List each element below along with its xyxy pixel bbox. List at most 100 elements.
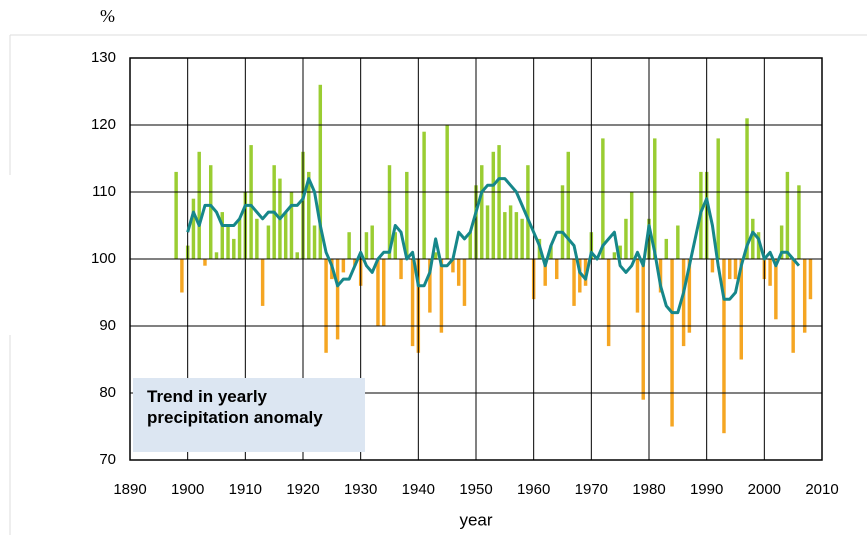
bar: [335, 259, 340, 340]
annotation: Trend in yearly precipitation anomaly: [133, 378, 365, 452]
plot-frame: [129, 57, 823, 461]
y-tick-label: 80: [99, 384, 116, 401]
y-tick-label: 90: [99, 317, 116, 334]
x-tick-label: 1960: [517, 481, 550, 498]
bar: [197, 151, 201, 259]
bar: [393, 232, 397, 259]
bar: [549, 245, 553, 259]
bar: [739, 259, 743, 360]
bar: [289, 192, 294, 259]
bar: [370, 225, 374, 259]
bar: [324, 259, 328, 353]
x-axis-label: year: [459, 510, 492, 529]
y-tick-label: 100: [91, 250, 116, 267]
bar: [399, 259, 403, 280]
bar: [364, 232, 369, 259]
bar: [670, 259, 674, 427]
bar: [422, 131, 426, 259]
bar: [526, 165, 530, 259]
x-tick-label: 2010: [805, 481, 838, 498]
bar: [485, 205, 490, 259]
bar: [728, 259, 732, 280]
bar: [376, 259, 380, 326]
y-tick-label: 110: [92, 183, 116, 200]
bar: [405, 171, 409, 259]
bar: [410, 259, 415, 347]
bar: [756, 232, 761, 259]
bar: [658, 259, 663, 293]
bar: [560, 185, 565, 259]
bar: [503, 212, 507, 259]
bar: [768, 259, 772, 286]
bar: [635, 259, 640, 313]
bar: [774, 259, 778, 320]
bar: [676, 225, 680, 259]
bar: [664, 238, 669, 259]
bar: [785, 171, 790, 259]
bar: [456, 259, 461, 286]
bar: [641, 259, 645, 400]
bar: [802, 259, 807, 333]
bar: [439, 259, 444, 333]
y-tick-label: 70: [99, 451, 116, 468]
bar: [226, 225, 230, 259]
bar: [681, 259, 686, 347]
bar: [468, 232, 472, 259]
bar: [751, 218, 755, 259]
x-tick-label: 1980: [632, 481, 665, 498]
x-tick-label: 1990: [690, 481, 723, 498]
bar: [629, 192, 634, 259]
bar: [232, 238, 236, 259]
bar: [555, 259, 559, 280]
x-tick-label: 1930: [344, 481, 377, 498]
bar: [480, 165, 484, 259]
bar: [606, 259, 611, 347]
bar: [566, 151, 570, 259]
bar: [808, 259, 813, 300]
bar: [572, 259, 576, 306]
x-tick-label: 1970: [575, 481, 608, 498]
bar: [387, 165, 392, 259]
y-tick-label: 130: [91, 49, 116, 66]
bar: [779, 225, 784, 259]
bar: [433, 252, 438, 259]
bar: [209, 165, 213, 259]
bar: [722, 259, 726, 434]
bar: [797, 185, 801, 259]
x-tick-label: 1920: [286, 481, 319, 498]
bar: [653, 138, 657, 259]
bar: [462, 259, 467, 306]
bar: [508, 205, 513, 259]
x-tick-label: 1890: [113, 481, 146, 498]
bar: [612, 252, 617, 259]
x-tick-label: 1940: [402, 481, 435, 498]
bar: [687, 259, 692, 333]
x-tick-label: 1900: [171, 481, 204, 498]
bar: [214, 252, 219, 259]
bar: [260, 259, 265, 306]
bar: [249, 145, 253, 259]
x-tick-label: 1910: [229, 481, 262, 498]
x-tick-label: 2000: [748, 481, 781, 498]
bar: [514, 212, 519, 259]
bar: [733, 259, 738, 280]
bar: [543, 259, 547, 286]
bar: [497, 145, 501, 259]
bar: [451, 259, 455, 273]
bar: [295, 252, 299, 259]
line: [186, 177, 801, 315]
bar: [618, 245, 622, 259]
y-unit: %: [100, 6, 115, 26]
bar: [745, 118, 749, 259]
bar: [710, 259, 715, 273]
bar: [520, 218, 524, 259]
bar: [312, 225, 317, 259]
bar: [347, 232, 351, 259]
bar: [578, 259, 582, 293]
bar: [266, 225, 271, 259]
bar: [341, 259, 346, 273]
bar: [716, 138, 720, 259]
bar: [220, 212, 224, 259]
bar: [255, 218, 259, 259]
